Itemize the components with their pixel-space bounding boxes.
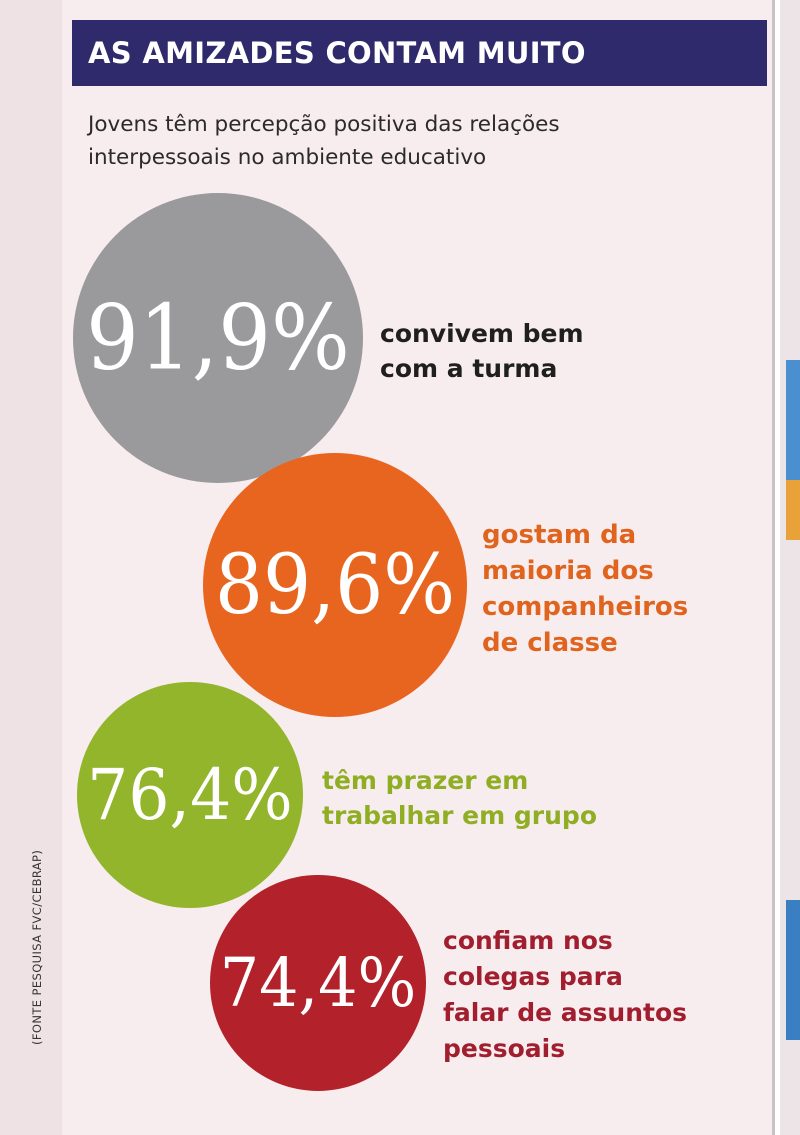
bubble-description-4-line-4: pessoais bbox=[443, 1034, 565, 1063]
chart-title: AS AMIZADES CONTAM MUITO bbox=[88, 36, 586, 70]
bubble-2 bbox=[203, 453, 467, 717]
bubble-description-4-line-2: colegas para bbox=[443, 962, 623, 991]
bubble-group-3: 76,4% têm prazer em trabalhar em grupo bbox=[77, 682, 597, 908]
bubble-group-2: 89,6% gostam da maioria dos companheiros de … bbox=[203, 453, 688, 717]
bubble-value-label-3: 76,4% bbox=[87, 754, 293, 836]
page-margin bbox=[0, 0, 62, 1135]
edge-color-strip-orange bbox=[786, 480, 800, 540]
bubble-description-1-line-2: com a turma bbox=[380, 354, 557, 383]
bubble-description-4-line-3: falar de assuntos bbox=[443, 998, 687, 1027]
bubble-group-4: 74,4% confiam nos colegas para falar de ass… bbox=[210, 875, 687, 1091]
bubble-description-3-line-1: têm prazer em bbox=[322, 766, 528, 795]
bubble-description-2-line-4: de classe bbox=[482, 628, 618, 658]
bubble-4 bbox=[210, 875, 426, 1091]
bubble-value-label-1: 91,9% bbox=[86, 286, 350, 391]
bubble-description-1-line-1: convivem bem bbox=[380, 319, 584, 348]
bubble-description-2-line-3: companheiros bbox=[482, 592, 688, 622]
edge-color-strip-blue bbox=[786, 360, 800, 480]
bubble-group-1: 91,9% convivem bem com a turma bbox=[73, 193, 584, 483]
bubble-description-3-line-2: trabalhar em grupo bbox=[322, 801, 597, 830]
bubble-1 bbox=[73, 193, 363, 483]
bubble-description-2-line-1: gostam da bbox=[482, 520, 636, 550]
bubble-description-4-line-1: confiam nos bbox=[443, 926, 613, 955]
source-note: (FONTE PESQUISA FVC/CEBRAP) bbox=[30, 849, 44, 1045]
edge-color-strip-blue-lower bbox=[786, 900, 800, 1040]
bubble-value-label-4: 74,4% bbox=[220, 944, 417, 1022]
chart-subtitle: Jovens têm percepção positiva das relaçõ… bbox=[88, 112, 560, 170]
bubble-3 bbox=[77, 682, 303, 908]
bubble-value-label-2: 89,6% bbox=[215, 538, 455, 633]
title-bar: AS AMIZADES CONTAM MUITO bbox=[72, 20, 767, 86]
bubble-description-2-line-2: maioria dos bbox=[482, 556, 654, 586]
